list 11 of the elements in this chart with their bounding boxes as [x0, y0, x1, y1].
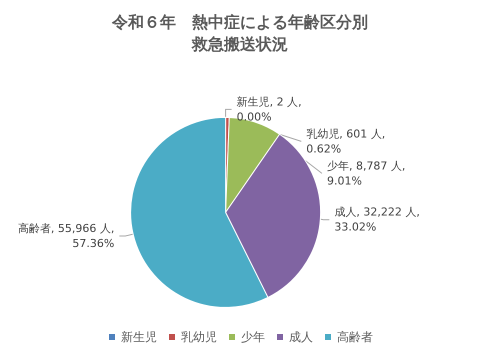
legend-label: 新生児: [121, 330, 157, 344]
legend-label: 少年: [241, 330, 265, 344]
data-label: 乳幼児, 601 人, 0.62%: [306, 127, 386, 156]
legend-label: 乳幼児: [181, 330, 217, 344]
data-label: 新生児, 2 人, 0.00%: [236, 95, 302, 124]
data-label: 成人, 32,222 人, 33.02%: [334, 206, 420, 234]
data-label: 高齢者, 55,966 人, 57.36%: [18, 222, 114, 250]
chart-title: 令和６年 熱中症による年齢区分別救急搬送状況: [111, 12, 368, 54]
legend-label: 高齢者: [337, 330, 373, 344]
data-label: 少年, 8,787 人, 9.01%: [326, 159, 406, 188]
legend-label: 成人: [289, 330, 313, 344]
